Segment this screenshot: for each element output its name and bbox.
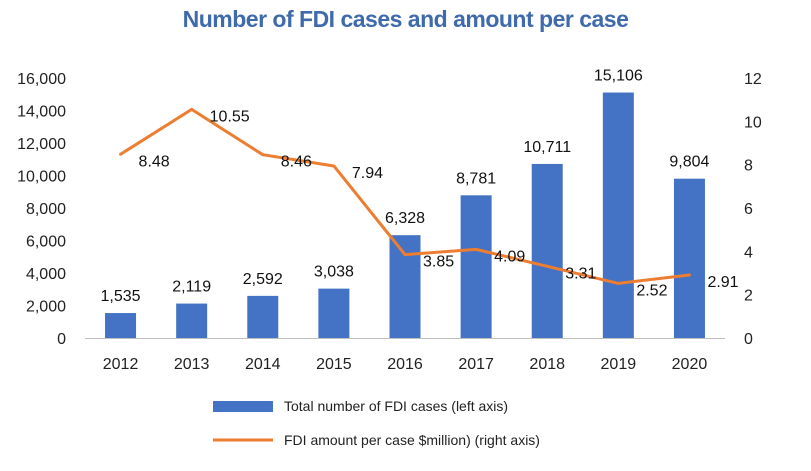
left-axis-tick-label: 14,000 xyxy=(17,104,66,121)
bar-data-label: 9,804 xyxy=(669,154,709,171)
bar-series xyxy=(105,92,705,338)
bar-data-label: 1,535 xyxy=(101,288,141,305)
bar xyxy=(389,235,421,338)
line-point xyxy=(332,164,336,168)
right-axis-tick-label: 4 xyxy=(744,244,753,261)
line-data-labels: 8.48 10.55 8.46 7.94 3.85 4.09 3.31 2.52 2.91 xyxy=(139,108,739,299)
left-axis: 0 2,000 4,000 6,000 8,000 10,000 12,000 14,000 1… xyxy=(17,71,66,348)
bar-data-label: 6,328 xyxy=(385,210,425,227)
bar-data-labels: 1,535 2,119 2,592 3,038 6,328 8,781 10,711 15,1… xyxy=(101,68,710,306)
bar xyxy=(247,295,279,338)
right-axis-tick-label: 8 xyxy=(744,158,753,175)
line-point xyxy=(403,253,407,257)
bar xyxy=(531,163,563,338)
left-axis-tick-label: 2,000 xyxy=(26,299,66,316)
left-axis-tick-label: 4,000 xyxy=(26,266,66,283)
x-axis: 2012 2013 2014 2015 2016 2017 2018 2019 2020 xyxy=(85,338,725,373)
line-data-label: 3.85 xyxy=(423,254,454,271)
left-axis-tick-label: 12,000 xyxy=(17,136,66,153)
line-point xyxy=(190,107,194,111)
right-axis-tick-label: 2 xyxy=(744,288,753,305)
bar xyxy=(176,303,208,338)
bar-data-label: 8,781 xyxy=(456,170,496,187)
legend-bar-swatch xyxy=(213,401,273,412)
bar-data-label: 10,711 xyxy=(523,139,571,156)
left-axis-tick-label: 0 xyxy=(57,331,66,348)
right-axis: 0 2 4 6 8 10 12 xyxy=(744,71,762,348)
left-axis-tick-label: 16,000 xyxy=(17,71,66,88)
bar xyxy=(318,288,350,338)
line-data-label: 10.55 xyxy=(210,108,250,125)
bar xyxy=(460,195,492,338)
bar xyxy=(673,178,705,338)
right-axis-tick-label: 6 xyxy=(744,201,753,218)
chart-title: Number of FDI cases and amount per case xyxy=(182,6,629,32)
x-axis-tick-label: 2019 xyxy=(601,356,637,373)
line-data-label: 3.31 xyxy=(565,265,596,282)
line-data-label: 8.46 xyxy=(281,154,312,171)
bar-data-label: 2,592 xyxy=(243,271,283,288)
bar xyxy=(602,92,634,338)
left-axis-tick-label: 6,000 xyxy=(26,234,66,251)
line-point xyxy=(687,273,691,277)
line-series xyxy=(119,107,691,285)
line-point xyxy=(616,281,620,285)
line-data-label: 4.09 xyxy=(494,248,525,265)
line-point xyxy=(261,153,265,157)
bar-data-label: 15,106 xyxy=(594,68,643,85)
x-axis-tick-label: 2018 xyxy=(529,356,565,373)
right-axis-tick-label: 10 xyxy=(744,114,762,131)
line-data-label: 8.48 xyxy=(139,153,170,170)
x-axis-tick-label: 2012 xyxy=(103,356,139,373)
x-axis-tick-label: 2016 xyxy=(387,356,423,373)
x-axis-tick-label: 2014 xyxy=(245,356,281,373)
right-axis-tick-label: 12 xyxy=(744,71,762,88)
x-axis-tick-label: 2015 xyxy=(316,356,352,373)
line-data-label: 2.91 xyxy=(707,274,738,291)
bar-data-label: 2,119 xyxy=(172,279,211,296)
x-axis-tick-label: 2017 xyxy=(458,356,494,373)
bar xyxy=(105,313,137,338)
left-axis-tick-label: 8,000 xyxy=(26,201,66,218)
bar-data-label: 3,038 xyxy=(314,264,354,281)
x-axis-tick-label: 2013 xyxy=(174,356,210,373)
left-axis-tick-label: 10,000 xyxy=(17,169,66,186)
legend: Total number of FDI cases (left axis) FDI… xyxy=(213,398,540,448)
x-axis-tick-label: 2020 xyxy=(672,356,708,373)
line-data-label: 2.52 xyxy=(636,282,667,299)
legend-bar-label: Total number of FDI cases (left axis) xyxy=(284,398,508,414)
line-point xyxy=(119,152,123,156)
line-data-label: 7.94 xyxy=(352,165,383,182)
line-point xyxy=(545,264,549,268)
right-axis-tick-label: 0 xyxy=(744,331,753,348)
legend-line-label: FDI amount per case $million) (right axi… xyxy=(284,432,540,448)
line-point xyxy=(474,247,478,251)
